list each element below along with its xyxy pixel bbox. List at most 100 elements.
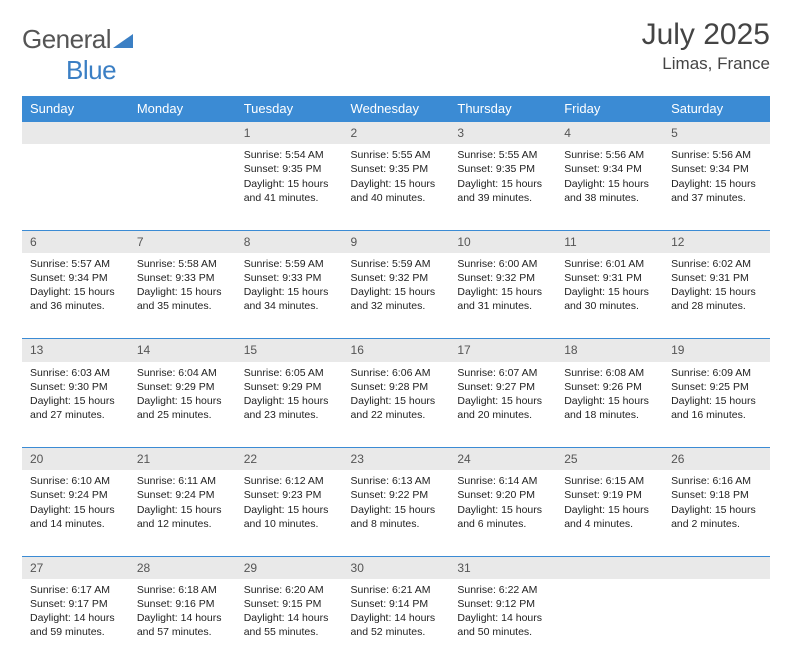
day-number-cell: 30 [343,556,450,579]
sunrise-line: Sunrise: 5:56 AM [671,148,762,162]
daylight-line: Daylight: 15 hours and 4 minutes. [564,503,655,531]
sunrise-line: Sunrise: 6:21 AM [351,583,442,597]
day-content-cell: Sunrise: 6:13 AMSunset: 9:22 PMDaylight:… [343,470,450,556]
daylight-line: Daylight: 15 hours and 36 minutes. [30,285,121,313]
day-content-cell: Sunrise: 6:12 AMSunset: 9:23 PMDaylight:… [236,470,343,556]
sunrise-line: Sunrise: 6:13 AM [351,474,442,488]
day-number-cell: 31 [449,556,556,579]
weekday-header-row: Sunday Monday Tuesday Wednesday Thursday… [22,96,770,122]
daylight-line: Daylight: 15 hours and 31 minutes. [457,285,548,313]
sunset-line: Sunset: 9:29 PM [137,380,228,394]
day-content-cell: Sunrise: 5:58 AMSunset: 9:33 PMDaylight:… [129,253,236,339]
day-content-cell: Sunrise: 6:01 AMSunset: 9:31 PMDaylight:… [556,253,663,339]
daylight-line: Daylight: 15 hours and 32 minutes. [351,285,442,313]
day-content-cell: Sunrise: 5:54 AMSunset: 9:35 PMDaylight:… [236,144,343,230]
weekday-header: Tuesday [236,96,343,122]
daylight-line: Daylight: 15 hours and 34 minutes. [244,285,335,313]
sunset-line: Sunset: 9:32 PM [351,271,442,285]
day-number-cell: 18 [556,339,663,362]
day-content-cell: Sunrise: 6:02 AMSunset: 9:31 PMDaylight:… [663,253,770,339]
sunset-line: Sunset: 9:35 PM [244,162,335,176]
day-content-cell: Sunrise: 5:55 AMSunset: 9:35 PMDaylight:… [343,144,450,230]
sunset-line: Sunset: 9:34 PM [30,271,121,285]
day-number-cell: 3 [449,122,556,145]
logo-part1: General [22,24,111,54]
daylight-line: Daylight: 15 hours and 30 minutes. [564,285,655,313]
day-number-cell: 5 [663,122,770,145]
sunrise-line: Sunrise: 5:59 AM [351,257,442,271]
day-number-cell: 11 [556,230,663,253]
daylight-line: Daylight: 15 hours and 23 minutes. [244,394,335,422]
daylight-line: Daylight: 15 hours and 39 minutes. [457,177,548,205]
day-number-cell: 27 [22,556,129,579]
day-content-cell: Sunrise: 6:03 AMSunset: 9:30 PMDaylight:… [22,362,129,448]
daylight-line: Daylight: 14 hours and 52 minutes. [351,611,442,639]
daylight-line: Daylight: 15 hours and 2 minutes. [671,503,762,531]
sunrise-line: Sunrise: 6:02 AM [671,257,762,271]
day-content-cell: Sunrise: 6:20 AMSunset: 9:15 PMDaylight:… [236,579,343,665]
logo: General Blue [22,24,133,86]
sunrise-line: Sunrise: 6:06 AM [351,366,442,380]
day-number-cell: 24 [449,448,556,471]
sunset-line: Sunset: 9:25 PM [671,380,762,394]
daylight-line: Daylight: 15 hours and 8 minutes. [351,503,442,531]
daylight-line: Daylight: 14 hours and 59 minutes. [30,611,121,639]
sunrise-line: Sunrise: 5:59 AM [244,257,335,271]
calendar-body: 12345Sunrise: 5:54 AMSunset: 9:35 PMDayl… [22,122,770,665]
day-content-cell: Sunrise: 6:07 AMSunset: 9:27 PMDaylight:… [449,362,556,448]
sunrise-line: Sunrise: 6:07 AM [457,366,548,380]
daylight-line: Daylight: 14 hours and 55 minutes. [244,611,335,639]
day-content-cell [22,144,129,230]
daylight-line: Daylight: 15 hours and 41 minutes. [244,177,335,205]
daylight-line: Daylight: 14 hours and 57 minutes. [137,611,228,639]
sunset-line: Sunset: 9:35 PM [457,162,548,176]
day-number-cell: 29 [236,556,343,579]
day-number-cell [129,122,236,145]
daylight-line: Daylight: 15 hours and 40 minutes. [351,177,442,205]
daylight-line: Daylight: 15 hours and 27 minutes. [30,394,121,422]
day-number-cell: 8 [236,230,343,253]
day-number-cell: 15 [236,339,343,362]
daylight-line: Daylight: 15 hours and 14 minutes. [30,503,121,531]
sunset-line: Sunset: 9:19 PM [564,488,655,502]
day-number-cell: 21 [129,448,236,471]
sunset-line: Sunset: 9:26 PM [564,380,655,394]
weekday-header: Thursday [449,96,556,122]
daylight-line: Daylight: 15 hours and 12 minutes. [137,503,228,531]
daylight-line: Daylight: 15 hours and 6 minutes. [457,503,548,531]
sunrise-line: Sunrise: 6:05 AM [244,366,335,380]
sunrise-line: Sunrise: 6:11 AM [137,474,228,488]
daylight-line: Daylight: 14 hours and 50 minutes. [457,611,548,639]
daylight-line: Daylight: 15 hours and 35 minutes. [137,285,228,313]
day-content-row: Sunrise: 6:03 AMSunset: 9:30 PMDaylight:… [22,362,770,448]
sunrise-line: Sunrise: 5:55 AM [457,148,548,162]
sunset-line: Sunset: 9:18 PM [671,488,762,502]
logo-triangle-icon [113,24,133,55]
day-content-cell: Sunrise: 6:16 AMSunset: 9:18 PMDaylight:… [663,470,770,556]
daylight-line: Daylight: 15 hours and 22 minutes. [351,394,442,422]
day-number-cell: 2 [343,122,450,145]
sunset-line: Sunset: 9:33 PM [137,271,228,285]
day-number-cell: 25 [556,448,663,471]
day-number-cell: 13 [22,339,129,362]
weekday-header: Friday [556,96,663,122]
sunset-line: Sunset: 9:28 PM [351,380,442,394]
sunrise-line: Sunrise: 6:01 AM [564,257,655,271]
sunset-line: Sunset: 9:34 PM [671,162,762,176]
day-content-cell: Sunrise: 6:22 AMSunset: 9:12 PMDaylight:… [449,579,556,665]
day-content-cell: Sunrise: 6:06 AMSunset: 9:28 PMDaylight:… [343,362,450,448]
day-content-cell: Sunrise: 6:18 AMSunset: 9:16 PMDaylight:… [129,579,236,665]
sunset-line: Sunset: 9:14 PM [351,597,442,611]
day-number-cell [556,556,663,579]
sunrise-line: Sunrise: 6:09 AM [671,366,762,380]
location-label: Limas, France [642,54,770,74]
day-content-cell: Sunrise: 5:55 AMSunset: 9:35 PMDaylight:… [449,144,556,230]
sunrise-line: Sunrise: 6:15 AM [564,474,655,488]
day-number-row: 13141516171819 [22,339,770,362]
sunrise-line: Sunrise: 5:55 AM [351,148,442,162]
day-number-cell: 28 [129,556,236,579]
sunset-line: Sunset: 9:35 PM [351,162,442,176]
daylight-line: Daylight: 15 hours and 25 minutes. [137,394,228,422]
weekday-header: Saturday [663,96,770,122]
day-number-cell: 22 [236,448,343,471]
